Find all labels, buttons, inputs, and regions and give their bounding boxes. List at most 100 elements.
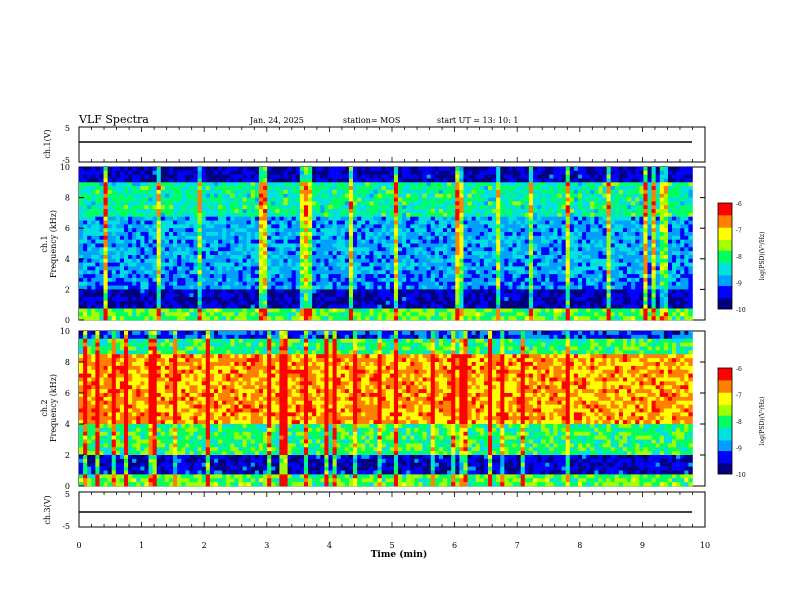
spectrogram-cell (271, 216, 276, 221)
spectrogram-cell (348, 201, 354, 206)
spectrogram-cell (308, 254, 313, 260)
spectrogram-cell (353, 247, 358, 252)
spectrogram-cell (516, 281, 522, 286)
spectrogram-cell (291, 224, 297, 229)
spectrogram-cell (177, 258, 182, 263)
spectrogram-cell (627, 170, 632, 175)
spectrogram-cell (291, 232, 297, 237)
spectrogram-cell (659, 189, 665, 195)
spectrogram-cell (303, 235, 309, 240)
spectrogram-cell (622, 228, 628, 233)
spectrogram-cell (267, 258, 272, 263)
spectrogram-cell (250, 182, 256, 187)
spectrogram-cell (561, 212, 566, 218)
spectrogram-cell (455, 182, 460, 187)
spectrogram-cell (414, 232, 419, 237)
spectrogram-cell (263, 216, 268, 221)
spectrogram-cell (582, 285, 587, 290)
spectrogram-cell (618, 254, 624, 260)
spectrogram-cell (590, 167, 595, 172)
spectrogram-cell (279, 197, 284, 202)
spectrogram-cell (95, 174, 100, 179)
spectrogram-cell (483, 228, 489, 233)
spectrogram-cell (479, 285, 485, 290)
spectrogram-cell (361, 232, 366, 237)
spectrogram-cell (119, 247, 125, 252)
spectrogram-cell (238, 212, 243, 218)
spectrogram-cell (573, 270, 579, 275)
ch1-ytick-top: 5 (65, 124, 70, 133)
spectrogram-cell (299, 186, 305, 191)
spectrogram-cell (459, 254, 464, 260)
spectrogram-cell (430, 277, 436, 283)
spectrogram-cell (557, 258, 562, 263)
spectrogram-cell (218, 277, 223, 283)
spectrogram-cell (602, 247, 607, 252)
spectrogram-cell (242, 197, 247, 202)
spectrogram-cell (393, 289, 399, 294)
spectrogram-cell (635, 239, 640, 244)
spectrogram-cell (618, 193, 624, 198)
spectrogram-cell (418, 239, 423, 244)
spectrogram-cell (279, 277, 284, 283)
spectrogram-cell (614, 174, 620, 179)
spectrogram-cell (254, 277, 260, 283)
spectrogram-cell (361, 235, 366, 240)
spectrogram-cell (308, 205, 313, 210)
spectrogram-cell (541, 216, 546, 221)
spectrogram-cell (659, 178, 665, 183)
spectrogram-cell (348, 216, 354, 221)
spectrogram-cell (487, 281, 493, 286)
spectrogram-cell (230, 258, 235, 263)
spectrogram-cell (328, 189, 333, 195)
spectrogram-cell (287, 167, 292, 172)
spectrogram-cell (475, 254, 481, 260)
spectrogram-cell (528, 197, 534, 202)
spectrogram-cell (598, 201, 603, 206)
spectrogram-cell (213, 197, 219, 202)
spectrogram-cell (299, 182, 305, 187)
spectrogram-cell (140, 228, 145, 233)
spectrogram-cell (414, 167, 419, 172)
spectrogram-cell (377, 167, 382, 172)
spectrogram-cell (500, 193, 505, 198)
spectrogram-cell (332, 228, 337, 233)
spectrogram-cell (631, 193, 636, 198)
spectrogram-cell (438, 186, 444, 191)
spectrogram-cell (471, 254, 477, 260)
spectrogram-cell (344, 277, 350, 283)
spectrogram-cell (160, 193, 166, 198)
spectrogram-cell (582, 220, 587, 225)
spectrogram-cell (197, 285, 202, 290)
spectrogram-cell (324, 209, 329, 214)
spectrogram-cell (377, 258, 382, 263)
spectrogram-cell (332, 239, 337, 244)
spectrogram-cell (504, 170, 509, 175)
spectrogram-cell (651, 281, 656, 286)
spectrogram-cell (430, 201, 436, 206)
spectrogram-cell (189, 186, 194, 191)
spectrogram-cell (79, 266, 84, 271)
spectrogram-cell (569, 209, 575, 214)
spectrogram-cell (451, 205, 456, 210)
spectrogram-cell (430, 285, 436, 290)
spectrogram-cell (107, 212, 113, 218)
spectrogram-cell (136, 243, 141, 248)
spectrogram-cell (434, 212, 440, 218)
spectrogram-cell (643, 277, 648, 283)
spectrogram-cell (532, 285, 538, 290)
spectrogram-cell (369, 189, 374, 195)
spectrogram-cell (357, 251, 362, 256)
spectrogram-cell (541, 232, 546, 237)
spectrogram-cell (573, 220, 579, 225)
spectrogram-cell (173, 212, 178, 218)
spectrogram-cell (209, 270, 215, 275)
spectrogram-cell (643, 243, 648, 248)
spectrogram-cell (496, 239, 501, 244)
spectrogram-cell (618, 258, 624, 263)
spectrogram-cell (324, 201, 329, 206)
spectrogram-cell (189, 285, 194, 290)
spectrogram-cell (258, 243, 264, 248)
spectrogram-cell (496, 182, 501, 187)
spectrogram-cell (504, 243, 509, 248)
